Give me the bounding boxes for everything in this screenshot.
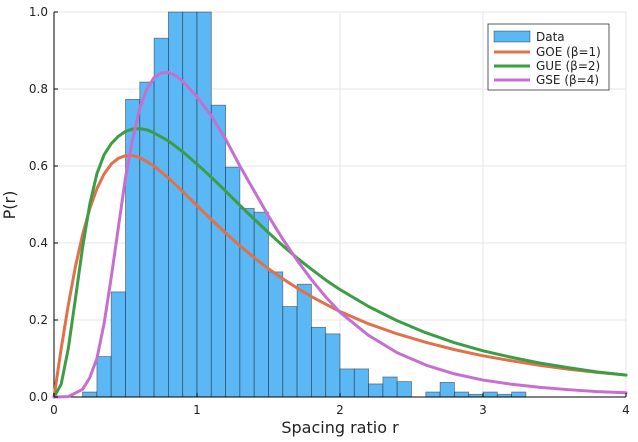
series-line-goe-1 bbox=[52, 154, 628, 399]
x-tick-label: 4 bbox=[622, 403, 630, 417]
legend-label-gue: GUE (β=2) bbox=[536, 59, 600, 73]
histogram-bar bbox=[453, 391, 470, 398]
x-tick-label: 0 bbox=[50, 403, 58, 417]
histogram-bar bbox=[368, 383, 384, 398]
histogram-bar bbox=[482, 391, 498, 398]
histogram-bar bbox=[353, 368, 369, 398]
histogram-bar bbox=[210, 104, 227, 398]
x-tick-label: 1 bbox=[193, 403, 201, 417]
y-tick-label: 0.4 bbox=[29, 236, 48, 250]
histogram-bars bbox=[82, 11, 527, 398]
histogram-bar bbox=[310, 326, 327, 398]
legend-label-data: Data bbox=[536, 30, 565, 44]
y-tick-label: 0.0 bbox=[29, 390, 48, 404]
histogram-bar bbox=[239, 207, 255, 398]
histogram-bar bbox=[396, 381, 412, 398]
histogram-bar bbox=[110, 291, 126, 398]
x-axis-label: Spacing ratio r bbox=[281, 418, 399, 437]
legend-swatch-data bbox=[493, 30, 531, 43]
x-tick-label: 3 bbox=[479, 403, 487, 417]
histogram-bar bbox=[282, 306, 298, 398]
histogram-bar bbox=[153, 37, 169, 398]
legend-label-gse: GSE (β=4) bbox=[536, 73, 599, 87]
curves bbox=[52, 70, 628, 399]
x-tick-label: 2 bbox=[336, 403, 344, 417]
histogram-bar bbox=[167, 11, 184, 398]
y-tick-label: 0.8 bbox=[29, 82, 48, 96]
legend-label-goe: GOE (β=1) bbox=[536, 45, 601, 59]
histogram-bar bbox=[96, 356, 112, 398]
histogram-bar bbox=[511, 391, 527, 398]
histogram-bar bbox=[268, 271, 284, 398]
y-tick-label: 1.0 bbox=[29, 5, 48, 19]
histogram-bar bbox=[439, 381, 455, 398]
legend: Data GOE (β=1) GUE (β=2) GSE (β=4) bbox=[487, 23, 610, 91]
y-tick-label: 0.2 bbox=[29, 313, 48, 327]
ticks: 0 1 2 3 4 0.0 0.2 0.4 0.6 0.8 1.0 bbox=[29, 5, 630, 417]
histogram-bar bbox=[382, 376, 398, 398]
y-tick-label: 0.6 bbox=[29, 159, 48, 173]
histogram-bar bbox=[325, 333, 341, 398]
histogram-bar bbox=[253, 211, 269, 398]
series-line-gue-2 bbox=[52, 127, 628, 399]
histogram-bar bbox=[296, 283, 312, 398]
histogram-bar bbox=[339, 368, 355, 398]
histogram-bar bbox=[82, 391, 98, 398]
histogram-bar bbox=[196, 11, 212, 398]
y-axis-label: P(r) bbox=[0, 191, 19, 220]
histogram-bar bbox=[425, 391, 441, 398]
series-line-gse-4 bbox=[52, 70, 628, 399]
